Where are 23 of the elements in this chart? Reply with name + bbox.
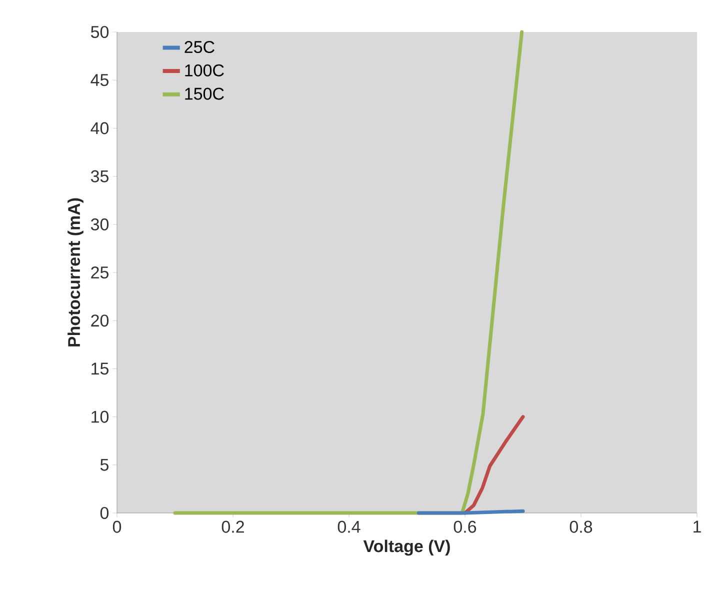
x-tick-label: 0.4 [338,520,360,533]
y-tick-label: 15 [92,362,108,375]
y-tick-label: 5 [100,458,108,471]
x-tick-label: 0.2 [222,520,244,533]
x-tick-label: 0.8 [570,520,592,533]
y-tick-label: 40 [90,122,109,134]
x-tick-label: 0.6 [454,520,476,533]
legend-label: 25C [184,41,214,54]
line-series [463,415,525,515]
x-tick-label: 1 [694,520,701,532]
y-tick-label: 30 [90,218,109,230]
x-axis-title: Voltage (V) [363,540,450,556]
legend-label: 150C [185,88,224,100]
y-axis-title: Photocurrent (mA) [68,198,84,346]
y-tick-label: 25 [91,266,108,279]
legend-label: 100C [185,64,224,76]
y-tick-label: 0 [100,506,109,520]
y-tick-label: 20 [91,314,109,327]
y-tick-label: 10 [92,410,109,423]
y-tick-label: 45 [90,74,108,86]
y-tick-label: 35 [90,170,108,182]
y-tick-label: 50 [90,26,109,38]
x-tick-label: 0 [112,520,122,533]
